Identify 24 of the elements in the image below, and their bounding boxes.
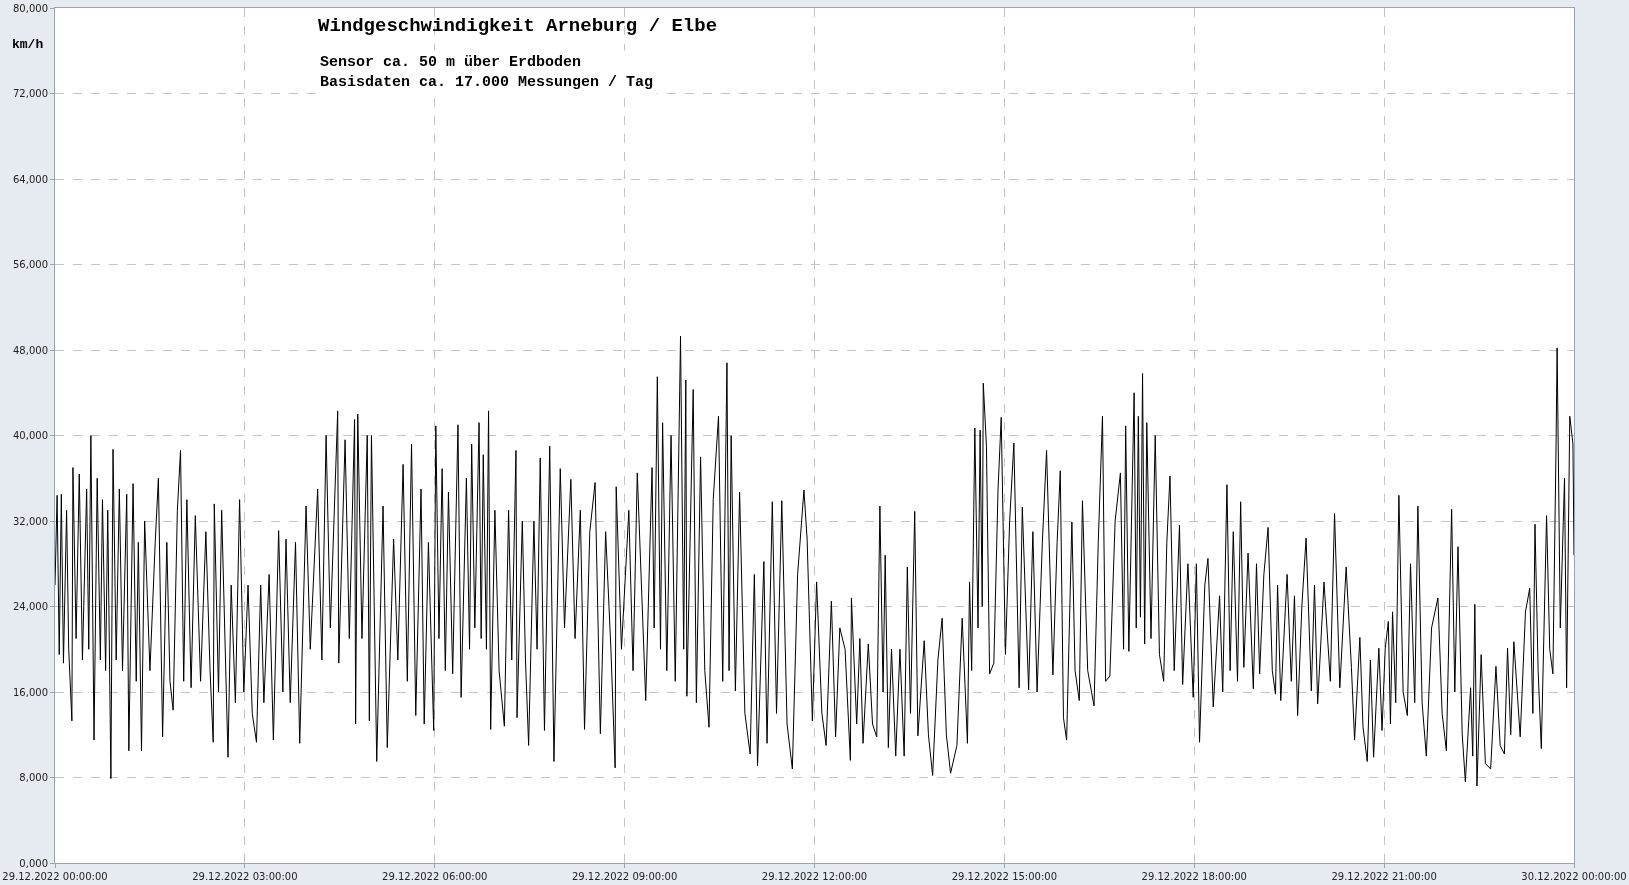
x-tick-label: 29.12.2022 03:00:00 [192, 871, 298, 882]
x-tick-label: 29.12.2022 12:00:00 [761, 871, 868, 882]
x-tick-label: 29.12.2022 15:00:00 [951, 871, 1058, 882]
y-tick-label: 24,000 [13, 601, 48, 612]
y-tick-label: 40,000 [13, 430, 48, 441]
line-series [55, 335, 1574, 787]
chart-title: Windgeschwindigkeit Arneburg / Elbe [318, 15, 718, 37]
y-tick-label: 64,000 [13, 173, 48, 185]
x-tick-label: 29.12.2022 21:00:00 [1331, 871, 1437, 882]
y-tick-label: 16,000 [13, 686, 48, 698]
y-tick-label: 56,000 [13, 259, 48, 270]
y-tick-label: 48,000 [13, 344, 48, 356]
y-axis-title: km/h [12, 37, 44, 52]
x-tick-label: 29.12.2022 18:00:00 [1141, 871, 1247, 882]
x-tick-label: 29.12.2022 09:00:00 [571, 871, 678, 882]
y-tick-label: 0,000 [19, 857, 48, 869]
y-tick-label: 8,000 [19, 772, 48, 783]
x-tick-label: 30.12.2022 00:00:00 [1521, 871, 1627, 882]
x-tick-label: 29.12.2022 06:00:00 [382, 871, 488, 882]
y-tick-label: 72,000 [13, 88, 48, 99]
x-tick-label: 29.12.2022 00:00:00 [2, 871, 108, 882]
y-tick-label: 80,000 [13, 2, 48, 14]
y-tick-label: 32,000 [13, 515, 48, 527]
text: Sensor ca. 50 m über Erdboden Basisdaten ca. 17.000 Messungen / Tag [320, 54, 654, 91]
